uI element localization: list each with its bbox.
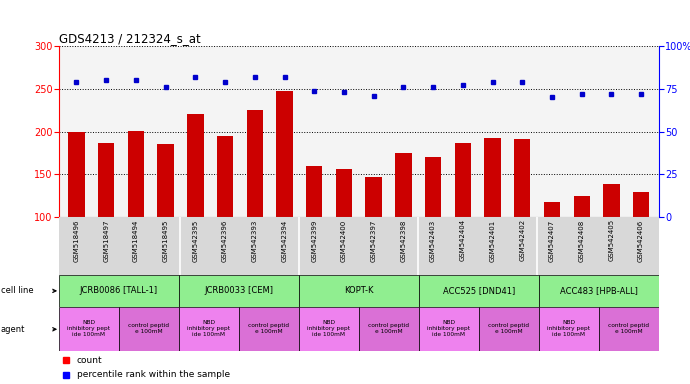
Text: GSM542397: GSM542397	[371, 219, 377, 262]
Bar	[539, 275, 659, 307]
Text: JCRB0086 [TALL-1]: JCRB0086 [TALL-1]	[79, 286, 158, 295]
Bar	[179, 275, 299, 307]
Text: GSM542406: GSM542406	[638, 219, 644, 262]
Bar	[366, 177, 382, 303]
Bar	[59, 217, 659, 275]
Bar	[419, 307, 479, 351]
Text: control peptid
e 100mM: control peptid e 100mM	[368, 323, 409, 334]
Text: NBD
inhibitory pept
ide 100mM: NBD inhibitory pept ide 100mM	[187, 320, 230, 337]
Text: GSM542407: GSM542407	[549, 219, 555, 262]
Bar	[217, 136, 233, 303]
Text: cell line: cell line	[1, 286, 33, 295]
Bar	[246, 110, 263, 303]
Bar	[395, 153, 411, 303]
Text: GSM542408: GSM542408	[579, 219, 584, 262]
Text: GSM542393: GSM542393	[252, 219, 258, 262]
Bar	[544, 202, 560, 303]
Text: control peptid
e 100mM: control peptid e 100mM	[128, 323, 169, 334]
Text: control peptid
e 100mM: control peptid e 100mM	[248, 323, 289, 334]
Bar	[599, 307, 659, 351]
Text: NBD
inhibitory pept
ide 100mM: NBD inhibitory pept ide 100mM	[427, 320, 471, 337]
Text: NBD
inhibitory pept
ide 100mM: NBD inhibitory pept ide 100mM	[547, 320, 591, 337]
Bar	[239, 307, 299, 351]
Text: GSM518497: GSM518497	[104, 219, 109, 262]
Bar	[59, 307, 119, 351]
Text: GSM542404: GSM542404	[460, 219, 466, 262]
Text: GSM542402: GSM542402	[520, 219, 525, 262]
Text: NBD
inhibitory pept
ide 100mM: NBD inhibitory pept ide 100mM	[67, 320, 110, 337]
Bar	[539, 307, 599, 351]
Bar	[484, 138, 501, 303]
Text: GSM542405: GSM542405	[609, 219, 614, 262]
Text: GSM542400: GSM542400	[341, 219, 347, 262]
Bar	[455, 142, 471, 303]
Bar	[68, 131, 85, 303]
Bar	[633, 192, 649, 303]
Text: KOPT-K: KOPT-K	[344, 286, 373, 295]
Bar	[299, 275, 419, 307]
Bar	[336, 169, 352, 303]
Bar	[514, 139, 531, 303]
Bar	[359, 307, 419, 351]
Text: control peptid
e 100mM: control peptid e 100mM	[489, 323, 529, 334]
Text: NBD
inhibitory pept
ide 100mM: NBD inhibitory pept ide 100mM	[307, 320, 351, 337]
Bar	[128, 131, 144, 303]
Bar	[179, 307, 239, 351]
Bar	[157, 144, 174, 303]
Text: percentile rank within the sample: percentile rank within the sample	[77, 370, 230, 379]
Text: GSM542401: GSM542401	[489, 219, 495, 262]
Bar	[59, 275, 179, 307]
Text: GSM542395: GSM542395	[193, 219, 198, 262]
Bar	[98, 144, 115, 303]
Text: count: count	[77, 356, 102, 365]
Bar	[306, 166, 322, 303]
Text: GSM542403: GSM542403	[430, 219, 436, 262]
Bar	[299, 307, 359, 351]
Text: GSM518496: GSM518496	[73, 219, 79, 262]
Bar	[119, 307, 179, 351]
Bar	[187, 114, 204, 303]
Bar	[573, 195, 590, 303]
Text: JCRB0033 [CEM]: JCRB0033 [CEM]	[204, 286, 273, 295]
Text: control peptid
e 100mM: control peptid e 100mM	[609, 323, 649, 334]
Text: GSM518494: GSM518494	[133, 219, 139, 262]
Text: ACC483 [HPB-ALL]: ACC483 [HPB-ALL]	[560, 286, 638, 295]
Text: agent: agent	[1, 325, 25, 334]
Text: GSM542396: GSM542396	[222, 219, 228, 262]
Bar	[479, 307, 539, 351]
Bar	[276, 91, 293, 303]
Bar	[425, 157, 442, 303]
Text: ACC525 [DND41]: ACC525 [DND41]	[443, 286, 515, 295]
Bar	[603, 184, 620, 303]
Bar	[419, 275, 539, 307]
Text: GSM542399: GSM542399	[311, 219, 317, 262]
Text: GSM542394: GSM542394	[282, 219, 288, 262]
Text: GSM542398: GSM542398	[400, 219, 406, 262]
Text: GSM518495: GSM518495	[163, 219, 168, 262]
Text: GDS4213 / 212324_s_at: GDS4213 / 212324_s_at	[59, 32, 200, 45]
